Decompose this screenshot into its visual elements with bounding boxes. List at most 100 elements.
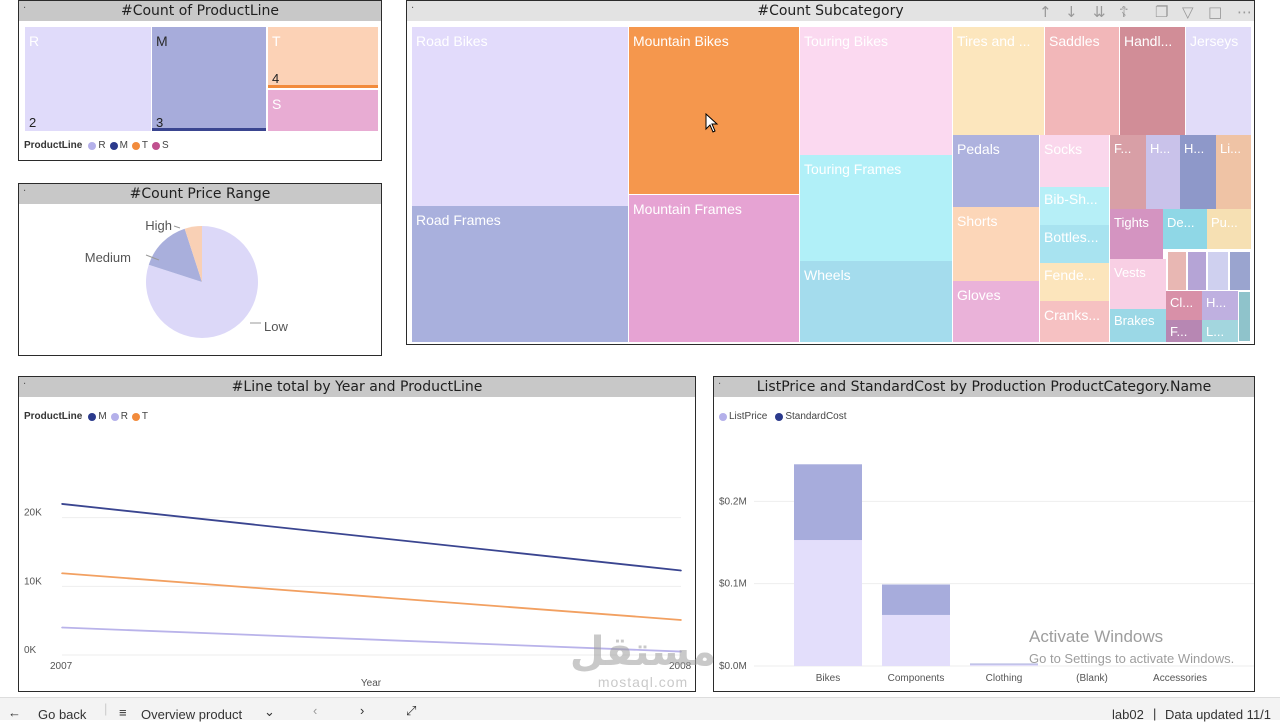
treemap-tile-small[interactable] bbox=[1238, 291, 1251, 342]
legend-item-r[interactable]: R bbox=[88, 140, 106, 151]
tile-label: Tights bbox=[1114, 215, 1149, 230]
panel-title: · #Line total by Year and ProductLine bbox=[19, 377, 695, 397]
treemap-tile-h[interactable]: H... bbox=[1146, 135, 1180, 209]
legend-item-r[interactable]: R bbox=[110, 411, 128, 422]
treemap-tile-h[interactable]: H... bbox=[1180, 135, 1216, 209]
go-back-button[interactable]: Go back bbox=[38, 707, 87, 722]
go-back-arrow-icon[interactable]: ← bbox=[8, 705, 21, 720]
bar-listprice-bikes[interactable] bbox=[794, 540, 862, 666]
series-line-t[interactable] bbox=[61, 572, 682, 621]
treemap-tile-mountain-frames[interactable]: Mountain Frames bbox=[629, 195, 799, 342]
treemap-tile-shorts[interactable]: Shorts bbox=[953, 207, 1039, 281]
panel-grip-icon[interactable]: · bbox=[23, 186, 27, 197]
treemap-tile-road-bikes[interactable]: Road Bikes bbox=[412, 27, 628, 206]
y-tick-label: 0K bbox=[24, 645, 37, 656]
filter-icon[interactable]: ▽ bbox=[1182, 3, 1194, 21]
legend-item-s[interactable]: S bbox=[152, 140, 169, 151]
treemap-tile-f[interactable]: F... bbox=[1110, 135, 1146, 209]
pie-slice-medium[interactable] bbox=[148, 228, 202, 282]
panel-grip-icon[interactable]: · bbox=[718, 379, 722, 390]
focus-mode-icon[interactable]: □ bbox=[1208, 3, 1223, 21]
data-point-m bbox=[61, 503, 63, 505]
treemap-tile-small[interactable] bbox=[1167, 251, 1187, 291]
subcategory-treemap-panel[interactable]: · #Count Subcategory ↑ ↓ ⇊ ☦ ❐ ▽ □ ⋯ Road Bikes… bbox=[406, 0, 1255, 345]
treemap-tile-mountain-bikes[interactable]: Mountain Bikes bbox=[629, 27, 799, 194]
bar-listprice-clothing[interactable] bbox=[970, 664, 1038, 666]
treemap-tile-small[interactable] bbox=[1207, 251, 1229, 291]
treemap-tile-fende[interactable]: Fende... bbox=[1040, 263, 1109, 301]
treemap-tile-de[interactable]: De... bbox=[1163, 209, 1207, 249]
legend-item-m[interactable]: M bbox=[88, 411, 107, 422]
page-list-icon[interactable]: ≡ bbox=[119, 705, 127, 720]
treemap-tile-touring-frames[interactable]: Touring Frames bbox=[800, 155, 952, 261]
legend-item-t[interactable]: T bbox=[131, 411, 148, 422]
treemap-tile-h[interactable]: H... bbox=[1202, 291, 1238, 320]
treemap-tile-brakes[interactable]: Brakes bbox=[1110, 309, 1166, 342]
price-range-pie-chart[interactable]: Low Medium High bbox=[19, 205, 381, 355]
pie-label-high: High bbox=[145, 218, 172, 233]
treemap-tile-f[interactable]: F... bbox=[1166, 320, 1202, 342]
tile-label: Touring Bikes bbox=[804, 33, 889, 49]
treemap-tile-touring-bikes[interactable]: Touring Bikes bbox=[800, 27, 952, 155]
treemap-tile-pedals[interactable]: Pedals bbox=[953, 135, 1039, 207]
panel-grip-icon[interactable]: · bbox=[23, 379, 27, 390]
treemap-tile-li[interactable]: Li... bbox=[1216, 135, 1251, 209]
arrow-down-icon[interactable]: ↓ bbox=[1065, 3, 1078, 21]
tile-label: T bbox=[272, 33, 281, 49]
fit-to-page-icon[interactable]: ⤢ bbox=[406, 703, 417, 718]
page-selector[interactable]: Overview product bbox=[141, 707, 243, 722]
bar-standardcost-bikes[interactable] bbox=[794, 464, 862, 541]
treemap-tile-cl[interactable]: Cl... bbox=[1166, 291, 1202, 320]
double-arrow-down-icon[interactable]: ⇊ bbox=[1093, 3, 1106, 21]
legend-item-m[interactable]: M bbox=[109, 140, 128, 151]
treemap-tile-pu[interactable]: Pu... bbox=[1207, 209, 1251, 249]
treemap-tile-handl[interactable]: Handl... bbox=[1120, 27, 1185, 135]
expand-hierarchy-icon[interactable]: ☦ bbox=[1119, 3, 1129, 21]
legend-item-standardcost[interactable]: StandardCost bbox=[775, 411, 847, 422]
treemap-tile-gloves[interactable]: Gloves bbox=[953, 281, 1039, 342]
bar-standardcost-components[interactable] bbox=[882, 584, 950, 615]
legend-item-t[interactable]: T bbox=[131, 140, 149, 151]
treemap-tile-bib-sh[interactable]: Bib-Sh... bbox=[1040, 187, 1109, 225]
treemap-tile-small[interactable] bbox=[1187, 251, 1207, 291]
next-page-icon[interactable]: › bbox=[360, 703, 365, 718]
panel-grip-icon[interactable]: · bbox=[23, 3, 27, 14]
price-range-pie-panel[interactable]: · #Count Price Range Low Medium High bbox=[18, 183, 382, 356]
more-options-icon[interactable]: ⋯ bbox=[1237, 3, 1252, 21]
treemap-tile-vests[interactable]: Vests bbox=[1110, 259, 1166, 309]
treemap-tile-l[interactable]: L... bbox=[1202, 320, 1238, 342]
arrow-up-icon[interactable]: ↑ bbox=[1039, 3, 1052, 21]
series-line-r[interactable] bbox=[61, 626, 682, 653]
bar-listprice-components[interactable] bbox=[882, 614, 950, 666]
treemap-tile-socks[interactable]: Socks bbox=[1040, 135, 1109, 187]
treemap-tile-road-frames[interactable]: Road Frames bbox=[412, 206, 628, 342]
series-line-m[interactable] bbox=[61, 503, 682, 572]
panel-grip-icon[interactable]: · bbox=[411, 3, 415, 14]
treemap-tile-wheels[interactable]: Wheels bbox=[800, 261, 952, 342]
chevron-down-icon[interactable]: ⌄ bbox=[264, 704, 275, 719]
treemap-tile-jerseys[interactable]: Jerseys bbox=[1186, 27, 1251, 135]
report-footer: ← Go back | ≡ Overview product ⌄ ‹ › ⤢ l… bbox=[0, 697, 1280, 722]
previous-page-icon[interactable]: ‹ bbox=[313, 703, 318, 718]
line-chart[interactable]: 0K 10K 20K 2007 2008 Year bbox=[19, 399, 695, 691]
stacked-bar-chart[interactable]: $0.0M $0.1M $0.2M Bikes Components Clothing (B… bbox=[714, 399, 1254, 691]
treemap-tile-cranks[interactable]: Cranks... bbox=[1040, 301, 1109, 342]
treemap-tile-bottles[interactable]: Bottles... bbox=[1040, 225, 1109, 263]
bar-standardcost-clothing[interactable] bbox=[970, 663, 1038, 665]
pie-slice-high[interactable] bbox=[184, 226, 202, 282]
treemap-tile-tires-and[interactable]: Tires and ... bbox=[953, 27, 1044, 135]
legend-item-listprice[interactable]: ListPrice bbox=[719, 411, 767, 422]
listprice-standardcost-panel[interactable]: · ListPrice and StandardCost by Producti… bbox=[713, 376, 1255, 692]
treemap-tile-tights[interactable]: Tights bbox=[1110, 209, 1163, 259]
treemap-tile-s[interactable]: S bbox=[268, 90, 378, 131]
line-total-chart-panel[interactable]: · #Line total by Year and ProductLine Pr… bbox=[18, 376, 696, 692]
copy-icon[interactable]: ❐ bbox=[1155, 3, 1169, 21]
treemap-tile-saddles[interactable]: Saddles bbox=[1045, 27, 1119, 135]
legend-label: T bbox=[141, 140, 149, 151]
treemap-tile-small[interactable] bbox=[1229, 251, 1251, 291]
bar-chart-legend: ListPrice StandardCost bbox=[719, 411, 851, 422]
